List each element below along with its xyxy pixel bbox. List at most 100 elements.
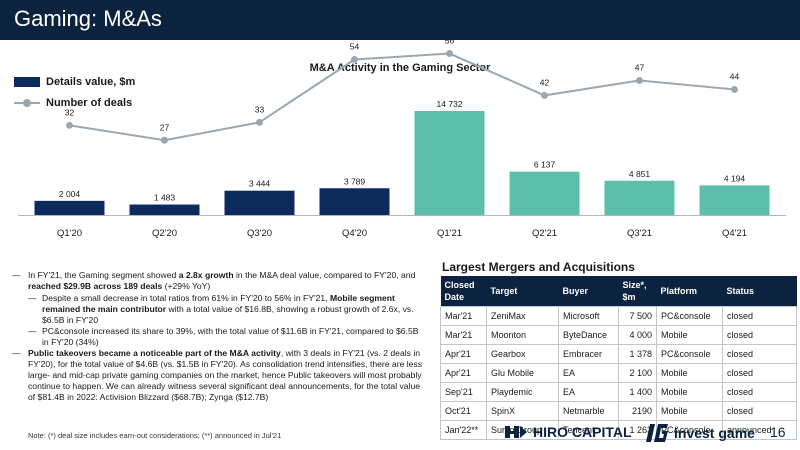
commentary: In FY'21, the Gaming segment showed a 2.… <box>12 270 424 404</box>
cell-platform: Mobile <box>656 363 723 383</box>
cell-size: 1 400 <box>618 382 657 402</box>
bar-value-label: 3 789 <box>344 176 366 186</box>
invest-game-logo-icon <box>646 424 668 442</box>
cell-closed-date: Mar'21 <box>440 325 487 345</box>
bullet-bold: a 2.8x growth <box>178 270 234 280</box>
table-row: Apr'21 Gearbox Embracer 1 378 PC&console clos… <box>440 344 797 364</box>
cell-size: 2190 <box>618 401 657 421</box>
table-row: Sep'21 Playdemic EA 1 400 Mobile closed <box>440 382 797 402</box>
table-row: Apr'21 Glu Mobile EA 2 100 Mobile closed <box>440 363 797 383</box>
x-tick-label: Q1'20 <box>57 228 82 239</box>
cell-buyer: ByteDance <box>558 325 619 345</box>
cell-status: closed <box>722 306 797 326</box>
legend-bars-label: Details value, $m <box>46 76 136 88</box>
x-tick-label: Q2'20 <box>152 228 177 239</box>
footnote: Note: (*) deal size includes earn-out co… <box>28 431 282 440</box>
bullet-text: In FY'21, the Gaming segment showed <box>28 270 179 280</box>
deals-point <box>636 76 643 84</box>
table-title: Largest Mergers and Acquisitions <box>442 260 635 274</box>
mergers-table: Closed Date Target Buyer Size*, $m Platf… <box>440 276 797 440</box>
bullet-text: Despite a small decrease in total ratios… <box>42 293 330 303</box>
cell-buyer: Tencent <box>558 420 619 440</box>
cell-closed-date: Oct'21 <box>440 401 487 421</box>
cell-buyer: Microsoft <box>558 306 619 326</box>
legend-bars: Details value, $m <box>14 76 135 88</box>
cell-status: closed <box>722 363 797 383</box>
cell-closed-date: Jan'22** <box>440 420 487 440</box>
bar-value-label: 6 137 <box>534 160 556 170</box>
sub-bullet-mobile: Despite a small decrease in total ratios… <box>12 293 424 326</box>
cell-size: 2 100 <box>618 363 657 383</box>
bar-value-label: 4 194 <box>724 173 746 183</box>
cell-buyer: EA <box>558 382 619 402</box>
bullet-bold: reached $29.9B across 189 deals <box>28 281 163 291</box>
cell-target: ZeniMax <box>486 306 559 326</box>
bullet-text: with a total value of $16.8B, showing a … <box>42 304 414 325</box>
bar-Q4'20 <box>319 188 390 215</box>
sub-bullet-pc: PC&console increased its share to 39%, w… <box>12 326 424 348</box>
deals-point <box>256 118 263 126</box>
x-tick-label: Q3'21 <box>627 228 652 239</box>
bullet-bold: Mobile segment remained the main contrib… <box>42 293 395 314</box>
col-buyer: Buyer <box>558 276 619 307</box>
cell-status: announced <box>722 420 797 440</box>
cell-closed-date: Apr'21 <box>440 344 487 364</box>
col-status: Status <box>722 276 797 307</box>
cell-status: closed <box>722 401 797 421</box>
cell-target: Moonton <box>486 325 559 345</box>
bar-Q2'20 <box>129 204 200 215</box>
table-row: Mar'21 Moonton ByteDance 4 000 Mobile closed <box>440 325 797 345</box>
bullet-text: , with 3 deals in FY'21 (vs. 2 deals in … <box>28 348 423 402</box>
bullet-bold: Public takeovers became a noticeable par… <box>28 348 281 358</box>
col-target: Target <box>486 276 559 307</box>
cell-status: closed <box>722 382 797 402</box>
x-tick-label: Q4'21 <box>722 228 747 239</box>
table-row: Oct'21 SpinX Netmarble 2190 Mobile closed <box>440 401 797 421</box>
cell-size: 7 500 <box>618 306 657 326</box>
col-platform: Platform <box>656 276 723 307</box>
bar-Q2'21 <box>509 171 580 215</box>
cell-closed-date: Sep'21 <box>440 382 487 402</box>
legend-line-swatch <box>14 98 40 108</box>
col-closed-date: Closed Date <box>440 276 487 307</box>
deals-point <box>541 91 548 99</box>
cell-platform: Mobile <box>656 401 723 421</box>
cell-status: closed <box>722 325 797 345</box>
deals-value-label: 47 <box>635 62 645 72</box>
chart-title: M&A Activity in the Gaming Sector <box>309 62 491 74</box>
col-size: Size*, $m <box>618 276 657 307</box>
hiro-capital-logo: HIRO CAPITAL <box>505 424 632 440</box>
bullet-public-takeovers: Public takeovers became a noticeable par… <box>12 348 424 403</box>
hiro-logo-text: HIRO CAPITAL <box>533 424 632 440</box>
bar-value-label: 4 851 <box>629 169 651 179</box>
cell-size: 1 378 <box>618 344 657 364</box>
deals-point <box>66 121 73 129</box>
deals-point <box>161 136 168 144</box>
bar-Q1'20 <box>34 200 105 215</box>
cell-target: Gearbox <box>486 344 559 364</box>
cell-buyer: Embracer <box>558 344 619 364</box>
cell-buyer: EA <box>558 363 619 383</box>
cell-target: Playdemic <box>486 382 559 402</box>
deals-point <box>446 50 453 58</box>
bullet-text: (+29% YoY) <box>162 281 211 291</box>
x-tick-label: Q1'21 <box>437 228 462 239</box>
invest-game-logo-text: invest game <box>674 425 755 441</box>
bar-value-label: 1 483 <box>154 193 176 203</box>
cell-target: Glu Mobile <box>486 363 559 383</box>
bar-value-label: 2 004 <box>59 189 81 199</box>
bar-Q3'20 <box>224 190 295 215</box>
x-tick-label: Q2'21 <box>532 228 557 239</box>
bar-Q1'21 <box>414 111 485 215</box>
deals-value-label: 56 <box>445 36 455 46</box>
deals-value-label: 27 <box>160 122 170 132</box>
ma-activity-chart: 2 004 Q1'20 1 483 Q2'20 3 444 Q3'20 3 789 Q4'20… <box>18 36 786 239</box>
bullet-text: in the M&A deal value, compared to FY'20… <box>233 270 416 280</box>
cell-buyer: Netmarble <box>558 401 619 421</box>
cell-platform: PC&console <box>656 306 723 326</box>
deals-point <box>731 85 738 93</box>
cell-platform: PC&console <box>656 344 723 364</box>
cell-target: SpinX <box>486 401 559 421</box>
deals-value-label: 33 <box>255 104 265 114</box>
cell-closed-date: Apr'21 <box>440 363 487 383</box>
